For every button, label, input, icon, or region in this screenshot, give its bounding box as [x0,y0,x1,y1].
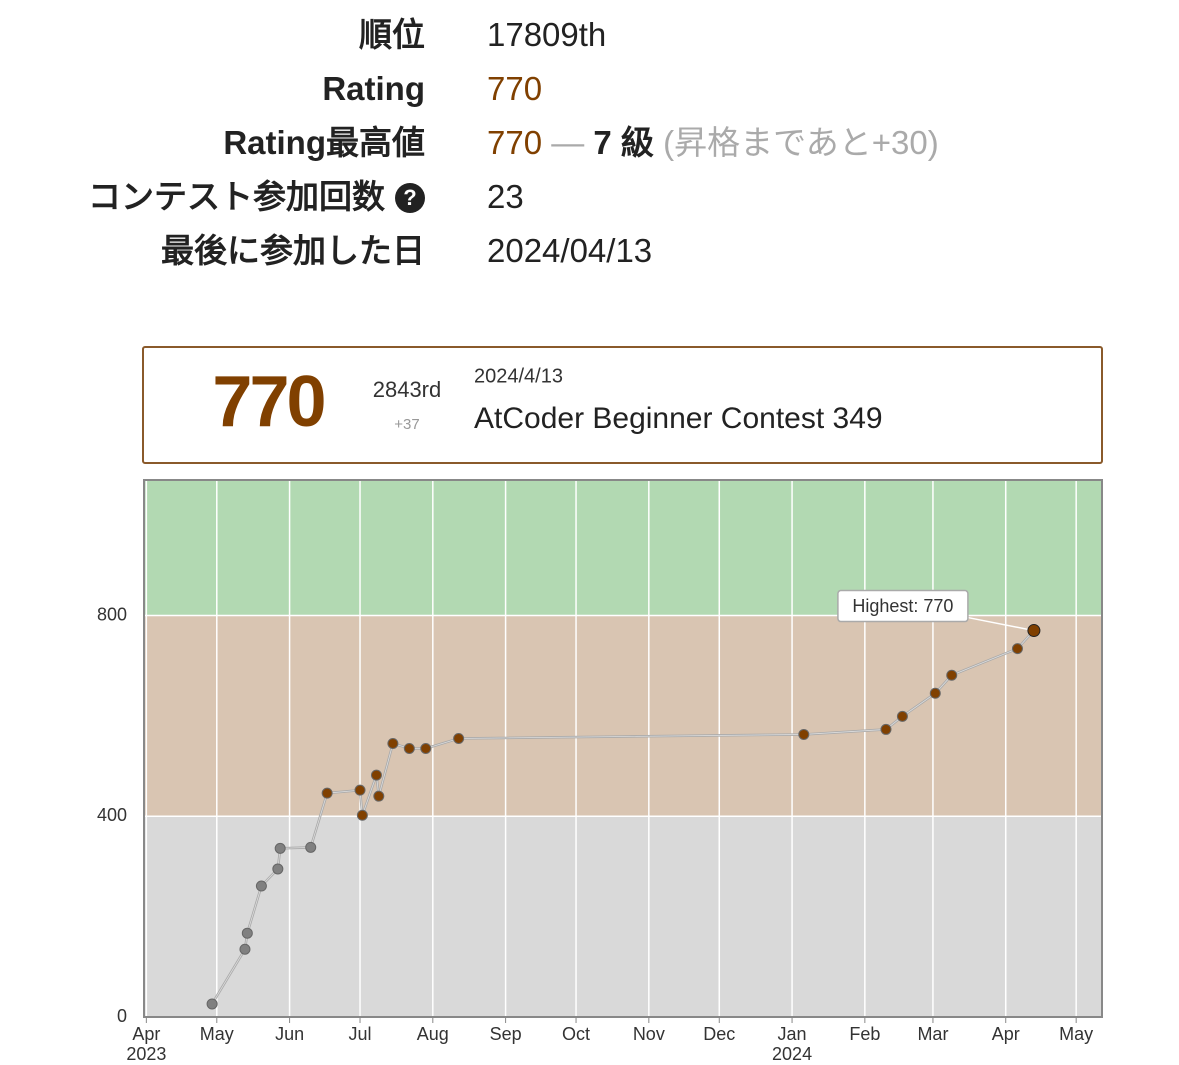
value: 2024/04/13 [487,232,653,269]
rating-point [370,769,382,781]
card [142,346,1103,464]
label: 順位 [359,16,425,53]
x-year-label: 2024 [772,1044,812,1064]
rank: 7 級 [593,124,654,161]
rating-point [206,998,218,1010]
separator: — [551,124,585,161]
rating-point [272,863,284,875]
x-tick-label: Jan [778,1024,807,1044]
rating-point [798,728,810,740]
x-tick-label: Nov [633,1024,665,1044]
rank-row: 順位 17809th [0,8,1179,62]
rating-point [241,927,253,939]
rating-point [1027,624,1041,638]
note: (昇格まであと+30) [663,124,939,161]
plot-frame [143,479,1103,1018]
x-tick-label: Apr [992,1024,1020,1044]
y-tick-label: 0 [117,1006,127,1026]
card-diff: +37 [394,416,419,433]
value: 770 [487,124,543,161]
x-tick-label: May [200,1024,234,1044]
label: コンテスト参加回数 [88,178,385,215]
rating-point [274,842,286,854]
rating-point [896,710,908,722]
rating-point [929,687,941,699]
x-tick-label: Apr [132,1024,160,1044]
rating-point [880,723,892,735]
value: 770 [487,70,543,107]
label: 最後に参加した日 [161,232,425,269]
rating-point [403,743,415,754]
rating-point [373,790,385,802]
rating-point [239,943,251,955]
annotation-box [837,589,969,623]
rating-band [144,816,1102,1017]
rating-point [321,787,333,799]
rating-band [144,615,1102,817]
x-tick-label: Oct [562,1024,590,1044]
value-group: 770 — 7 級 (昇格まであと+30) [487,116,939,170]
label-group: コンテスト参加回数? [88,170,425,224]
x-tick-label: Jun [275,1024,304,1044]
rating-point [305,841,317,853]
rating-point [387,737,399,749]
label: Rating [322,70,425,107]
label: Rating最高値 [223,124,425,161]
rating-point [453,732,465,744]
count-row: コンテスト参加回数? 23 [0,170,1179,224]
x-tick-label: May [1059,1024,1093,1044]
card-place: 2843rd [373,377,442,402]
value: 17809th [487,16,607,53]
x-tick-label: Mar [917,1024,948,1044]
rating-point [356,809,368,821]
x-tick-label: Sep [490,1024,522,1044]
x-year-label: 2023 [126,1044,166,1064]
help-icon[interactable]: ? [395,183,425,213]
rating-row: Rating 770 [0,62,1179,116]
rating-point [946,669,958,681]
highest-row: Rating最高値 770 — 7 級 (昇格まであと+30) [0,116,1179,170]
card-date: 2024/4/13 [474,365,563,387]
annotation: Highest: 770 [852,596,953,616]
rating-point [255,880,267,892]
y-tick-label: 400 [97,805,127,825]
rating-point [354,784,366,796]
x-tick-label: Aug [417,1024,449,1044]
x-tick-label: Jul [349,1024,372,1044]
value: 23 [487,178,524,215]
annotation-leader [967,616,1035,632]
last-row: 最後に参加した日 2024/04/13 [0,224,1179,278]
y-tick-label: 800 [97,604,127,624]
card-contest[interactable]: AtCoder Beginner Contest 349 [474,402,883,435]
card-rating: 770 [212,362,324,442]
rating-point [420,743,432,754]
x-tick-label: Feb [849,1024,880,1044]
x-tick-label: Dec [703,1024,735,1044]
rating-point [1011,643,1023,655]
